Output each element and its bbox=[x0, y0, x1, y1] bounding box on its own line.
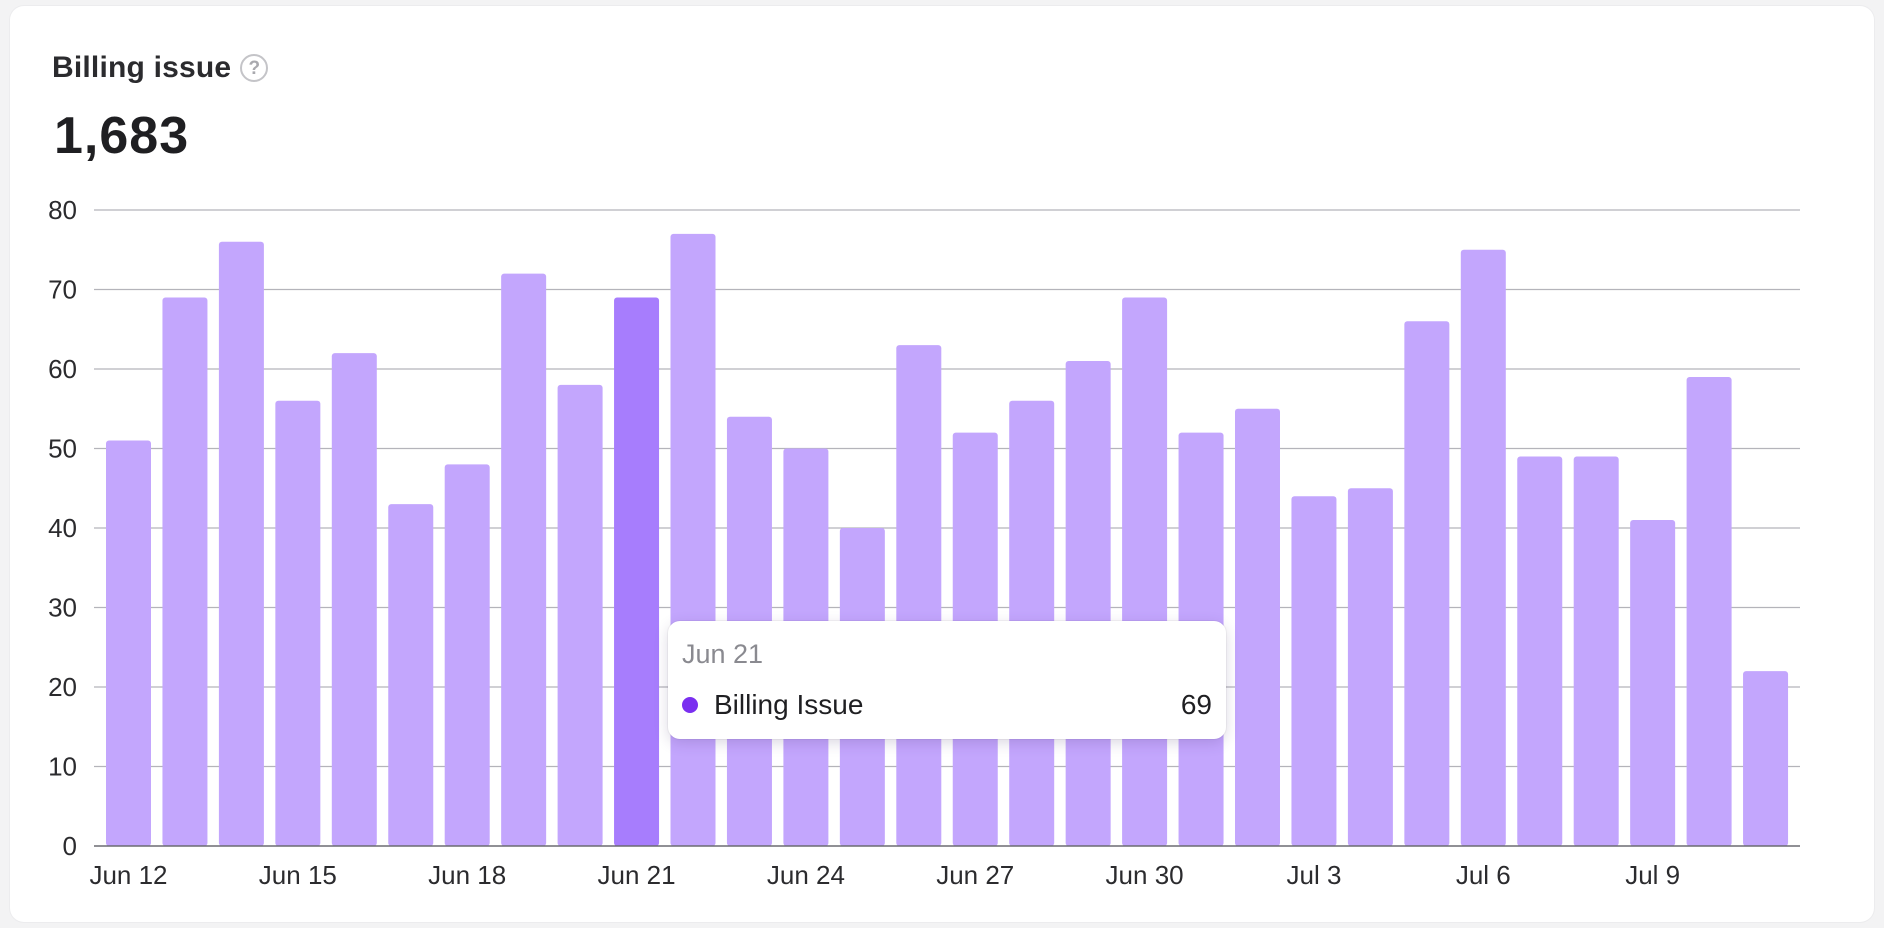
y-tick-label: 40 bbox=[48, 513, 77, 543]
bar[interactable]: Jun 26: 63 bbox=[896, 345, 942, 846]
bar[interactable]: Jun 13: 69 bbox=[162, 297, 208, 846]
y-tick-label: 0 bbox=[63, 831, 77, 861]
x-tick-label: Jun 21 bbox=[598, 860, 676, 890]
y-tick-label: 80 bbox=[48, 195, 77, 225]
x-tick-label: Jun 30 bbox=[1106, 860, 1184, 890]
y-tick-label: 70 bbox=[48, 275, 77, 305]
bar[interactable]: Jun 19: 72 bbox=[501, 273, 547, 847]
tooltip-date: Jun 21 bbox=[682, 639, 764, 669]
card-header: Billing issue ? bbox=[52, 50, 269, 86]
series-dot-icon bbox=[682, 697, 698, 713]
bar[interactable]: Jul 2: 55 bbox=[1235, 408, 1280, 846]
bar[interactable]: Jul 10: 59 bbox=[1686, 376, 1732, 846]
help-icon[interactable]: ? bbox=[240, 54, 269, 82]
bar[interactable]: Jul 5: 66 bbox=[1404, 321, 1450, 846]
bar[interactable]: Jun 18: 48 bbox=[444, 464, 490, 846]
bar[interactable]: Jun 22: 77 bbox=[670, 233, 716, 847]
y-tick-label: 30 bbox=[48, 593, 77, 623]
chart-card: Billing issue ? 1,683 bbox=[10, 6, 1874, 922]
x-tick-label: Jul 6 bbox=[1456, 860, 1511, 890]
bar[interactable]: Jul 7: 49 bbox=[1517, 456, 1563, 846]
y-tick-label: 20 bbox=[48, 672, 77, 702]
bar[interactable]: Jun 29: 61 bbox=[1065, 361, 1111, 846]
bar[interactable]: Jul 4: 45 bbox=[1347, 488, 1393, 846]
bar[interactable]: Jun 15: 56 bbox=[275, 400, 321, 846]
x-tick-label: Jun 27 bbox=[936, 860, 1014, 890]
bar[interactable]: Jun 14: 76 bbox=[218, 241, 264, 847]
bar-highlighted[interactable]: Jun 21: 69 bbox=[614, 297, 660, 846]
bar[interactable]: Jul 3: 44 bbox=[1291, 496, 1337, 846]
tooltip-value: 69 bbox=[1180, 689, 1212, 720]
tooltip-series-name: Billing Issue bbox=[714, 689, 864, 720]
bar[interactable]: Jun 17: 43 bbox=[388, 504, 434, 846]
bar[interactable]: Jun 20: 58 bbox=[557, 384, 603, 846]
x-tick-label: Jun 24 bbox=[767, 860, 845, 890]
y-tick-label: 60 bbox=[48, 354, 77, 384]
total-value: 1,683 bbox=[54, 107, 190, 165]
card-title: Billing issue bbox=[52, 51, 232, 84]
bar[interactable]: Jul 6: 75 bbox=[1460, 249, 1506, 846]
y-tick-label: 50 bbox=[48, 434, 77, 464]
bar[interactable]: Jun 12: 51 bbox=[106, 440, 151, 846]
bar[interactable]: Jul 8: 49 bbox=[1573, 456, 1619, 846]
bar[interactable]: Jul 11: 22 bbox=[1743, 671, 1789, 846]
x-tick-label: Jun 18 bbox=[428, 860, 506, 890]
bar[interactable]: Jun 30: 69 bbox=[1122, 297, 1168, 846]
bar[interactable]: Jul 9: 41 bbox=[1630, 520, 1676, 846]
y-tick-label: 10 bbox=[48, 752, 77, 782]
x-tick-label: Jul 9 bbox=[1625, 860, 1680, 890]
bar[interactable]: Jun 16: 62 bbox=[331, 353, 377, 846]
x-tick-label: Jul 3 bbox=[1286, 860, 1341, 890]
tooltip-row: Billing Issue 69 bbox=[682, 689, 1212, 721]
x-tick-label: Jun 15 bbox=[259, 860, 337, 890]
x-tick-label: Jun 12 bbox=[89, 860, 167, 890]
chart-tooltip: Jun 21 Billing Issue 69 bbox=[668, 621, 1226, 739]
